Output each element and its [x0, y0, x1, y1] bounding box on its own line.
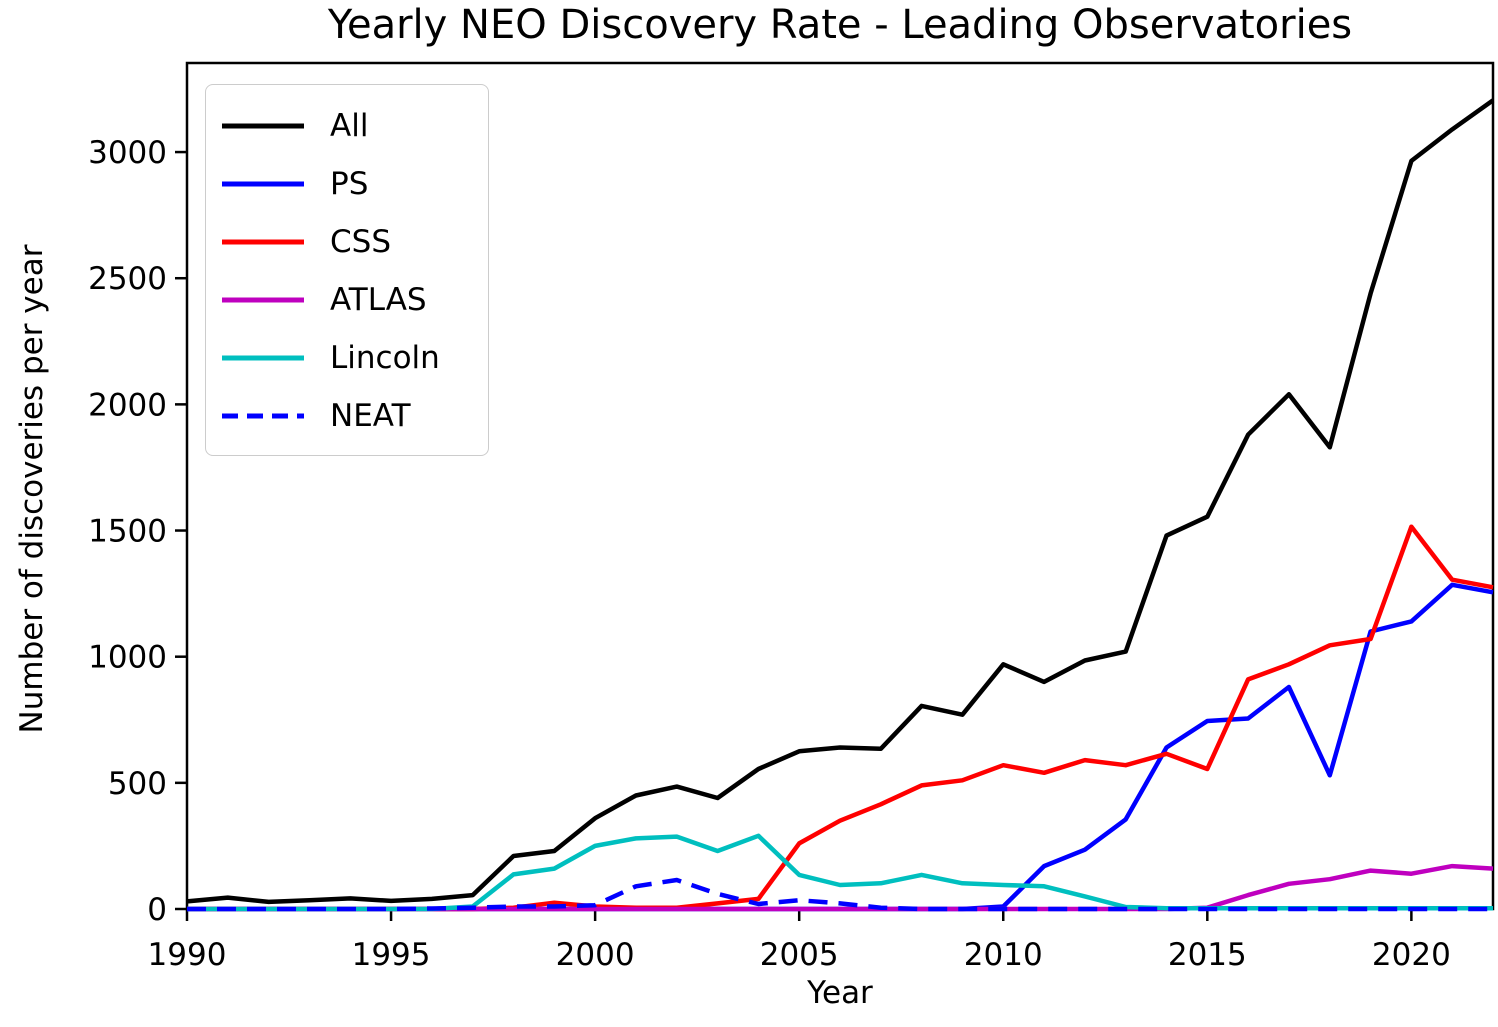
legend-item-neat: NEAT: [222, 387, 478, 445]
legend-label: ATLAS: [330, 281, 427, 318]
x-tick-label: 2010: [964, 937, 1043, 973]
series-line-css: [187, 524, 1494, 912]
legend-line-icon-lincoln: [222, 355, 304, 361]
legend-item-ps: PS: [222, 155, 478, 213]
series-line-neat: [187, 877, 1493, 912]
legend-line-icon-atlas: [222, 297, 304, 303]
y-tick-label: 2000: [88, 387, 167, 423]
legend-item-css: CSS: [222, 213, 478, 271]
series-line-lincoln: [187, 833, 1493, 912]
legend-line-icon-ps: [222, 181, 304, 187]
x-tick-label: 2005: [760, 937, 839, 973]
y-tick-label: 1500: [88, 514, 167, 550]
legend-label: All: [330, 107, 369, 144]
legend-line-icon-neat: [222, 413, 304, 419]
y-tick-label: 3000: [88, 135, 167, 171]
legend-line-icon-css: [222, 239, 304, 245]
legend-label: Lincoln: [330, 339, 440, 376]
y-tick-label: 1000: [88, 640, 167, 676]
legend: All PS CSS ATLAS Lincoln NEAT: [205, 84, 489, 456]
chart-title: Yearly NEO Discovery Rate - Leading Obse…: [327, 2, 1353, 48]
legend-line-icon-all: [222, 123, 304, 129]
legend-label: CSS: [330, 223, 392, 260]
x-tick-label: 1995: [352, 937, 431, 973]
x-tick-label: 2015: [1168, 937, 1247, 973]
legend-item-lincoln: Lincoln: [222, 329, 478, 387]
legend-item-all: All: [222, 97, 478, 155]
series-line-all: [186, 98, 1495, 905]
y-tick-label: 500: [108, 766, 167, 802]
legend-label: NEAT: [330, 397, 411, 434]
legend-label: PS: [330, 165, 369, 202]
x-tick-label: 1990: [148, 937, 227, 973]
x-tick-label: 2020: [1372, 937, 1451, 973]
y-tick-label: 2500: [88, 261, 167, 297]
legend-item-atlas: ATLAS: [222, 271, 478, 329]
y-tick-label: 0: [147, 892, 167, 928]
x-tick-label: 2000: [556, 937, 635, 973]
x-axis-label: Year: [807, 975, 873, 1011]
